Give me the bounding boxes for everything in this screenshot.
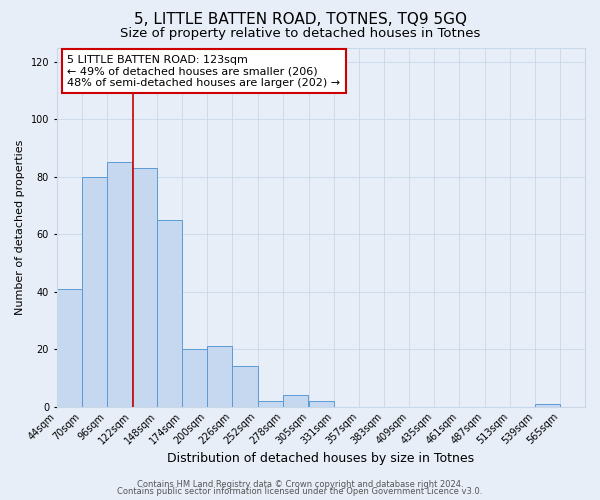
Bar [257, 401, 283, 406]
X-axis label: Distribution of detached houses by size in Totnes: Distribution of detached houses by size … [167, 452, 475, 465]
Bar [232, 366, 257, 406]
Bar [107, 162, 132, 406]
Bar [283, 395, 308, 406]
Bar [82, 177, 107, 406]
Bar [535, 404, 560, 406]
Bar [132, 168, 157, 406]
Bar [157, 220, 182, 406]
Bar [208, 346, 232, 406]
Text: Contains HM Land Registry data © Crown copyright and database right 2024.: Contains HM Land Registry data © Crown c… [137, 480, 463, 489]
Y-axis label: Number of detached properties: Number of detached properties [15, 140, 25, 314]
Text: Contains public sector information licensed under the Open Government Licence v3: Contains public sector information licen… [118, 488, 482, 496]
Bar [309, 401, 334, 406]
Bar [182, 349, 208, 406]
Text: 5 LITTLE BATTEN ROAD: 123sqm
← 49% of detached houses are smaller (206)
48% of s: 5 LITTLE BATTEN ROAD: 123sqm ← 49% of de… [67, 54, 340, 88]
Text: Size of property relative to detached houses in Totnes: Size of property relative to detached ho… [120, 28, 480, 40]
Bar [56, 289, 82, 406]
Text: 5, LITTLE BATTEN ROAD, TOTNES, TQ9 5GQ: 5, LITTLE BATTEN ROAD, TOTNES, TQ9 5GQ [133, 12, 467, 28]
